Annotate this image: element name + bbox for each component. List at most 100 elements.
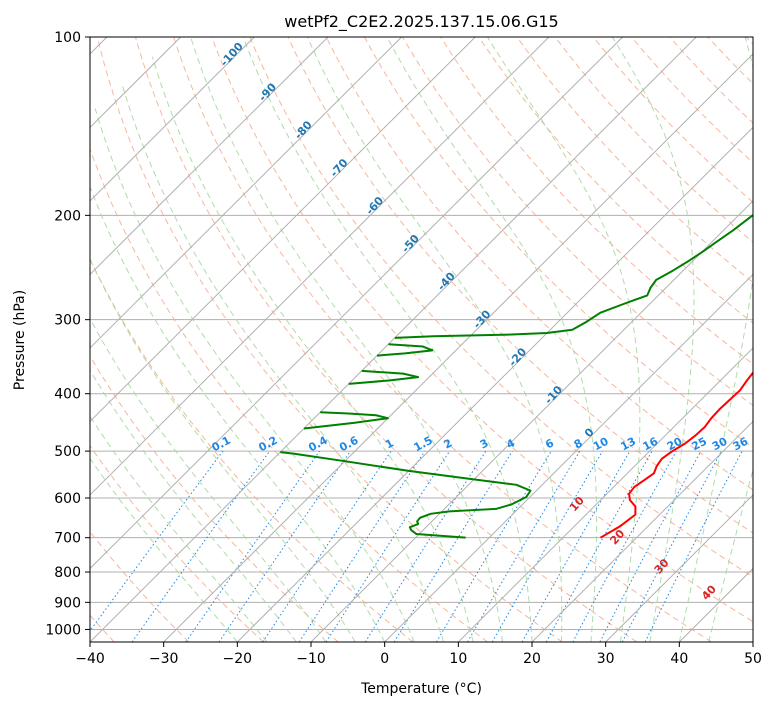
mixing-ratio-label: 36 [731,435,751,454]
dry-adiabat-line [90,530,190,642]
y-tick-label: 700 [54,531,81,547]
isotherm-line [90,37,697,642]
mixing-ratio-line [131,450,271,642]
moist-adiabat-label: 10 [567,494,587,514]
moist-adiabat-line [306,37,563,642]
isotherm-label: -90 [256,80,279,104]
mixing-ratio-label: 16 [641,435,661,454]
dry-adiabat-line [478,37,753,324]
isotherm-line [90,37,623,570]
dry-adiabat-line [592,37,753,203]
mixing-ratio-line [218,450,351,642]
dewpoint-profile-line [280,451,532,539]
mixing-ratio-line [325,450,451,642]
moist-adiabat-line [90,415,268,642]
mixing-ratio-line [491,450,603,642]
dewpoint-profile-line [348,369,420,385]
moist-adiabat-line [678,37,753,642]
y-tick-label: 900 [54,595,81,611]
dry-adiabat-line [211,37,753,623]
x-tick-label: −40 [75,651,105,667]
mixing-ratio-line [521,450,631,642]
mixing-ratio-label: 25 [689,435,709,454]
dry-adiabat-line [90,147,488,642]
moist-adiabat-label: 30 [652,556,672,576]
y-axis-ticks: 100 200 300 400 500 600 700 800 900 1000 [45,30,90,638]
y-tick-label: 500 [54,444,81,460]
dry-adiabat-line [440,37,753,365]
moist-adiabats [90,37,753,642]
mixing-ratio-label: 13 [618,435,638,454]
isotherm-label: -10 [542,383,565,407]
isotherm-line [90,37,550,496]
dry-adiabat-line [669,37,753,124]
dewpoint-profile-line [303,411,389,430]
moist-adiabat-line [611,37,695,642]
moist-adiabat-line [242,37,533,642]
y-tick-label: 300 [54,313,81,329]
dry-adiabat-line [90,355,339,642]
mixing-ratio-label: 20 [665,434,685,453]
plot-frame [89,36,754,643]
moist-adiabat-line [151,56,474,642]
mixing-ratio-line [90,450,224,632]
dry-adiabats [90,37,753,642]
mixing-ratio-line [467,450,581,642]
dry-adiabat-line [631,37,753,164]
x-tick-label: −10 [296,651,326,667]
dry-adiabat-line [134,37,638,642]
moist-adiabat-line [121,83,445,642]
mixing-ratio-line [435,450,552,642]
x-tick-label: −30 [149,651,179,667]
isotherm-label: -40 [435,269,458,293]
dewpoint-profile-line [376,343,434,357]
isotherm-line [752,641,753,642]
isotherm-line [90,37,402,349]
x-tick-label: −20 [223,651,253,667]
dry-adiabat-line [325,37,753,491]
mixing-ratio-line [393,450,513,642]
mixing-ratio-label: 6 [543,436,556,451]
isotherm-label: -80 [292,118,315,142]
moist-adiabat-line [90,369,297,642]
isotherm-line [236,126,753,642]
dry-adiabat-line [90,258,414,642]
isotherm-line [163,53,753,642]
moist-adiabat-line [486,37,641,642]
y-tick-label: 400 [54,387,81,403]
mixing-ratio-line [364,450,487,642]
x-tick-label: 0 [380,651,389,667]
x-tick-label: 30 [597,651,615,667]
dry-adiabat-line [90,445,264,642]
x-tick-label: 40 [670,651,688,667]
y-tick-label: 800 [54,565,81,581]
dry-adiabat-line [707,37,753,85]
mixing-ratio-line [185,450,321,642]
mixing-ratio-lines [90,450,743,642]
mixing-ratio-label: 4 [504,436,517,451]
dry-adiabat-line [287,37,753,534]
isotherm-line [531,420,753,642]
moist-adiabat-line [90,457,238,642]
pressure-grid [90,37,753,630]
mixing-ratio-line [545,450,653,642]
moist-adiabat-line [94,108,415,642]
isotherm-label: -50 [399,232,422,256]
isotherms [90,37,753,642]
moist-adiabat-line [90,185,386,642]
isotherm-label: -20 [506,345,529,369]
isotherm-line [457,347,753,642]
sounding-series [280,213,753,539]
moist-adiabat-label: 20 [607,527,627,547]
mixing-ratio-label: 30 [710,435,730,454]
plot-area: 0.1 0.2 0.4 0.6 1 1.5 2 3 4 6 8 10 13 16 20 25 30 36-100-… [90,37,753,642]
x-axis-title: Temperature (°C) [360,681,482,697]
chart-title: wetPf2_C2E2.2025.137.15.06.G15 [284,12,558,32]
y-axis-title: Pressure (hPa) [12,290,28,390]
moist-adiabat-line [190,37,504,642]
dry-adiabat-line [745,37,753,45]
isotherm-line [90,37,476,423]
isotherm-line [605,494,753,642]
isotherm-line [90,37,329,276]
